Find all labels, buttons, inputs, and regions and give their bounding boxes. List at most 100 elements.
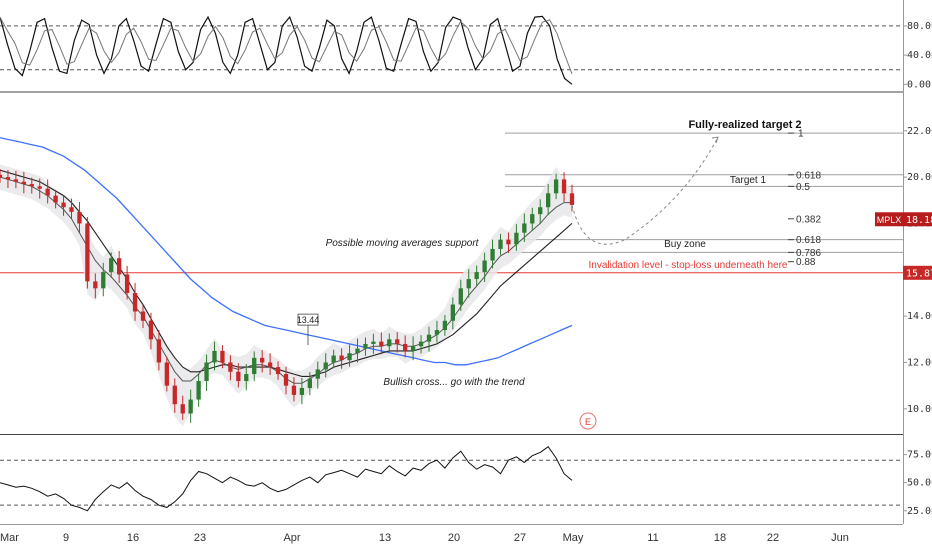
candle-body [212,350,217,363]
candle-body [331,355,336,363]
candle-body [315,369,320,379]
candle-body [260,357,265,363]
candle-body [244,374,249,382]
stoch-tick-label: 40.00 [907,50,932,61]
annotation-cross: Bullish cross... go with the trend [383,377,525,388]
rsi-tick-label: 75.00 [907,450,932,461]
stochastic-oscillator [0,15,903,85]
candle-body [228,362,233,372]
candle-body [355,348,360,354]
candle-body [188,399,193,414]
projection-path [571,136,719,245]
annotation-target1: Target 1 [730,175,767,186]
candle-body [275,367,281,375]
candle-body [546,193,551,208]
candle-body [21,181,26,185]
candle-body [418,341,424,347]
candle-body [124,274,130,293]
price-tick-label: 14.00 [907,311,932,322]
candle-body [0,174,3,178]
candle-body [85,223,90,282]
candle-body [371,341,376,344]
price-tag [903,212,932,227]
candle-body [426,334,432,342]
candle-body [196,381,201,400]
x-tick-label: 27 [514,532,526,544]
candle-body [291,385,297,395]
fib-label: 0.786 [796,248,821,259]
candle-body [77,211,82,224]
candle-body [180,404,185,414]
x-tick-label: 23 [194,532,206,544]
candle-body [283,374,289,386]
stoch-tick-label: 0.00 [907,79,931,90]
candle-body [252,357,257,375]
price-tick-label: 12.00 [907,357,932,368]
x-tick-label: 20 [448,532,460,544]
x-tick-label: 11 [647,532,658,544]
price-tick-label: 20.00 [907,172,932,183]
fib-label: 0.618 [796,235,821,246]
candle-body [561,179,567,194]
ticker-tag [875,212,903,227]
candle-body [132,292,138,312]
earnings-label: E [585,417,591,427]
candle-body [93,281,98,289]
candle-body [61,202,66,208]
candle-body [434,330,440,335]
x-tick-label: 18 [714,532,726,544]
x-tick-label: 9 [63,532,69,544]
fib-label: 0.618 [796,170,821,181]
rsi-oscillator [0,446,903,512]
fib-label: 0.88 [796,257,816,268]
price-panel [0,93,903,433]
axes: 80.0040.000.0022.0020.0018.0016.0014.001… [0,21,932,544]
x-tick-label: Mar [0,532,19,544]
x-tick-label: May [563,532,584,544]
annotation-target2: Fully-realized target 2 [688,119,801,131]
candle-body [45,188,50,196]
candle-body [506,239,511,245]
candle-body [530,214,535,224]
rsi-tick-label: 50.00 [907,478,932,489]
candle-body [410,346,416,351]
rsi-panel [0,436,903,524]
fib-label: 0.382 [796,214,821,225]
candle-body [363,343,368,349]
candle-body [117,258,122,275]
rsi-line [0,446,573,512]
candle-body [156,339,162,363]
candle-body [148,320,154,340]
x-tick-label: Apr [283,532,300,544]
candle-body [323,362,328,370]
candle-body [553,179,559,194]
x-tick-label: 16 [127,532,139,544]
candle-body [53,195,58,203]
candle-body [339,355,344,361]
candle-body [13,179,19,182]
price-tick-label: 22.00 [907,126,932,137]
candle-body [307,378,312,388]
candle-body [403,343,408,351]
stoch-d-line [0,16,573,75]
candle-body [522,223,527,233]
price-tick-label: 10.00 [907,404,932,415]
projection-arrow [711,136,719,144]
annotation-buy-zone: Buy zone [664,239,706,250]
callout-label: 13.44 [297,315,320,325]
candle-body [538,207,543,215]
candle-body [69,207,74,212]
candle-body [29,184,34,187]
price-tag-value: 15.87 [906,268,932,279]
candle-body [490,248,495,261]
candle-body [220,350,225,363]
fib-label: 0.5 [796,182,810,193]
earnings-marker[interactable] [579,412,597,430]
ticker-tag-label: MPLX [877,215,902,225]
candle-body [267,362,273,368]
candle-body [514,232,519,245]
candle-body [109,258,114,273]
price-tag-value: 18.18 [906,215,932,226]
